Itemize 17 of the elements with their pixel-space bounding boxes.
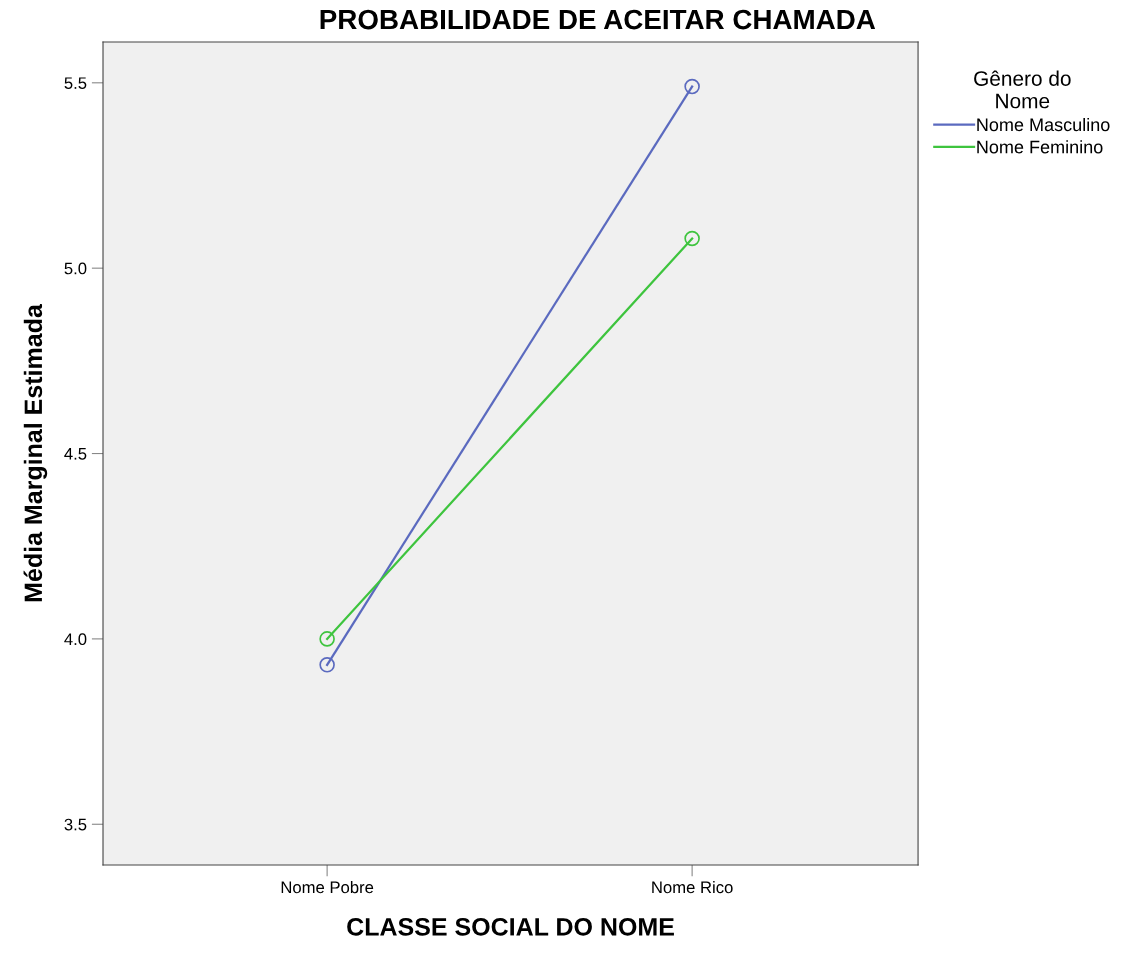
y-tick-label: 5.0 xyxy=(64,262,87,275)
chart-title: PROBABILIDADE DE ACEITAR CHAMADA xyxy=(320,9,876,30)
y-tick-label: 4.0 xyxy=(64,633,87,646)
legend-label: Nome Feminino xyxy=(977,140,1103,154)
y-tick-label: 4.5 xyxy=(64,448,87,460)
legend-title: Gênero do Nome xyxy=(974,70,1071,109)
legend-label: Nome Masculino xyxy=(977,117,1110,132)
y-tick-label: 5.5 xyxy=(64,77,87,90)
point xyxy=(319,631,335,647)
point xyxy=(684,78,700,95)
point xyxy=(319,657,335,673)
point xyxy=(684,230,700,247)
y-tick-label: 3.5 xyxy=(64,818,87,831)
y-axis-title: Média Marginal Estimada xyxy=(23,304,48,602)
x-tick-label: Nome Pobre xyxy=(281,881,374,894)
x-tick-label: Nome Rico xyxy=(652,881,733,894)
x-axis-title: CLASSE SOCIAL DO NOME xyxy=(347,917,674,936)
